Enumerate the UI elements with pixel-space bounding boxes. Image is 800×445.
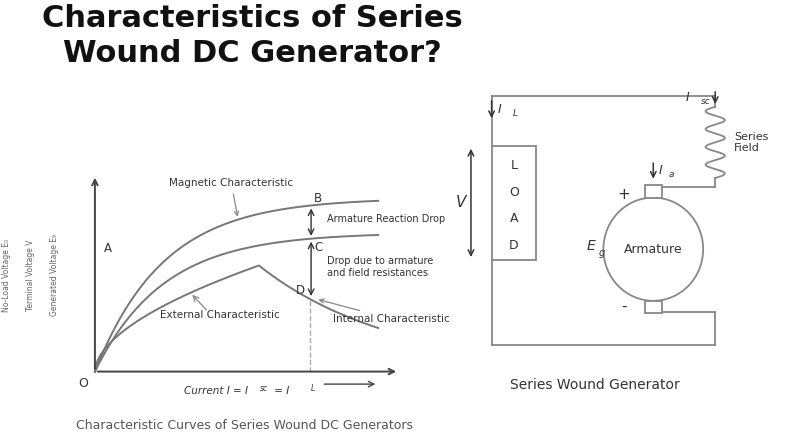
Text: Magnetic Characteristic: Magnetic Characteristic (170, 178, 294, 215)
Text: Generated Voltage E₉: Generated Voltage E₉ (50, 234, 59, 316)
Text: Series Wound Generator: Series Wound Generator (510, 378, 680, 392)
Text: Armature: Armature (624, 243, 682, 256)
Text: B: B (314, 192, 322, 205)
Text: Characteristics of Series
Wound DC Generator?: Characteristics of Series Wound DC Gener… (42, 4, 462, 68)
Text: sc: sc (260, 384, 269, 392)
Text: Characteristic Curves of Series Wound DC Generators: Characteristic Curves of Series Wound DC… (75, 419, 413, 432)
Text: +: + (618, 186, 630, 202)
Text: L: L (311, 384, 315, 392)
Bar (491, 146, 536, 260)
Text: Armature Reaction Drop: Armature Reaction Drop (327, 214, 446, 224)
Text: No-Load Voltage E₀: No-Load Voltage E₀ (2, 239, 11, 312)
Text: O: O (78, 377, 88, 390)
Text: a: a (669, 170, 674, 179)
Text: Current I = I: Current I = I (184, 386, 248, 396)
Text: I: I (686, 91, 690, 105)
Text: D: D (509, 239, 518, 252)
Text: sc: sc (701, 97, 710, 106)
Text: I: I (658, 164, 662, 178)
Text: = I: = I (271, 386, 289, 396)
Text: Internal Characteristic: Internal Characteristic (320, 299, 450, 324)
Text: C: C (314, 241, 322, 254)
Text: E: E (587, 239, 596, 253)
Text: Series
Field: Series Field (734, 132, 769, 153)
Text: Drop due to armature
and field resistances: Drop due to armature and field resistanc… (327, 256, 434, 278)
Text: V: V (455, 195, 466, 210)
Text: External Characteristic: External Characteristic (160, 310, 280, 320)
Text: O: O (509, 186, 519, 199)
Text: -: - (622, 299, 626, 314)
Text: A: A (510, 212, 518, 226)
Bar (645, 185, 662, 198)
Text: g: g (598, 248, 605, 258)
Bar (645, 301, 662, 313)
Text: L: L (513, 109, 518, 118)
Text: Terminal Voltage V: Terminal Voltage V (26, 239, 35, 311)
Circle shape (603, 198, 703, 301)
Text: A: A (104, 242, 112, 255)
Text: D: D (296, 284, 305, 297)
Text: L: L (510, 159, 518, 172)
Text: I: I (498, 103, 502, 116)
